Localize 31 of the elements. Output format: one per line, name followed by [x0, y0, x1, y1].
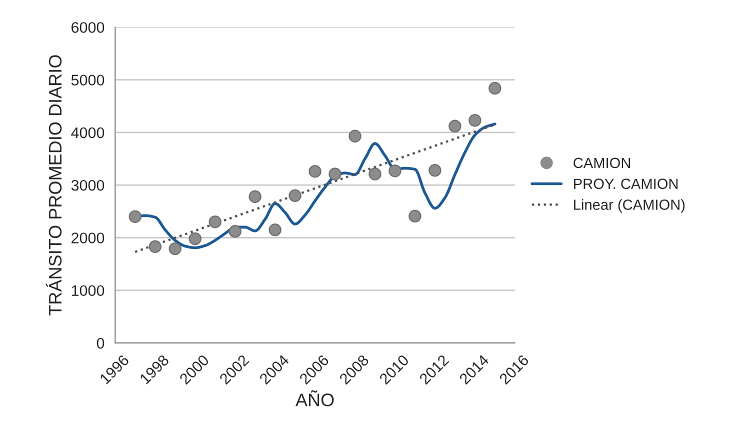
y-tick-label: 2000	[72, 232, 104, 244]
point	[188, 232, 202, 246]
point	[408, 210, 422, 223]
point	[388, 164, 402, 178]
point	[428, 164, 442, 177]
point	[368, 168, 382, 180]
point	[228, 225, 242, 238]
point	[288, 189, 302, 202]
point	[148, 240, 162, 254]
point	[208, 216, 222, 228]
legend-label: CAMION	[574, 158, 630, 168]
point	[128, 210, 142, 224]
y-tick-label: 0	[96, 338, 104, 349]
y-axis-title: TRÁNSITO PROMEDIO DIARIO	[46, 55, 62, 316]
point	[268, 223, 282, 236]
y-tick-label: 4000	[71, 127, 104, 138]
y-tick-label: 5000	[71, 74, 104, 86]
point	[488, 82, 502, 95]
point	[468, 114, 482, 127]
legend-label: Linear (CAMION)	[574, 199, 685, 213]
point	[308, 165, 322, 178]
point	[328, 168, 342, 180]
y-tick-label: 6000	[72, 22, 104, 33]
point	[448, 120, 462, 133]
point	[248, 190, 262, 204]
y-tick-label: 3000	[71, 180, 104, 191]
legend-label: PROY. CAMION	[574, 178, 678, 189]
y-tick-label: 1000	[72, 285, 104, 296]
point	[348, 130, 362, 143]
point	[168, 242, 182, 256]
x-axis-title: AÑO	[296, 390, 334, 406]
